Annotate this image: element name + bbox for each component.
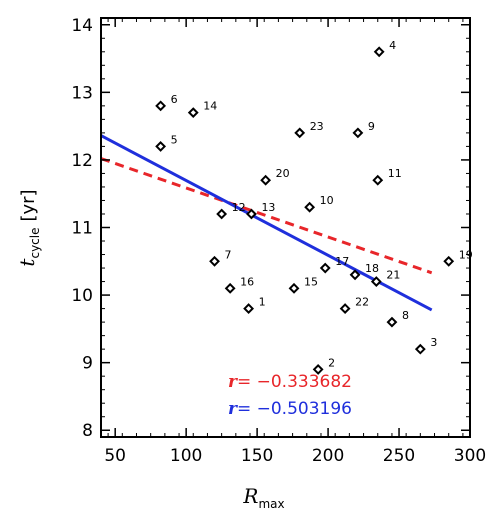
data-point-21	[370, 276, 382, 287]
y-axis-title-unit: [yr]	[18, 189, 39, 221]
x-axis-title-main: R	[242, 484, 258, 508]
data-point-label-3: 3	[430, 336, 437, 349]
data-point-label-16: 16	[240, 275, 254, 288]
y-tick-label: 14	[71, 16, 93, 36]
data-point-label-9: 9	[368, 120, 375, 133]
annotation-blue-value: = −0.503196	[237, 399, 352, 419]
data-point-12	[216, 208, 228, 220]
data-point-label-11: 11	[388, 167, 402, 180]
fit-lines	[100, 134, 433, 312]
data-point-11	[372, 174, 384, 186]
data-point-9	[352, 127, 364, 139]
data-point-14	[187, 107, 199, 119]
annotation-blue: r= −0.503196	[228, 399, 352, 419]
y-tick-label: 12	[71, 151, 93, 171]
data-point-label-20: 20	[276, 167, 290, 180]
data-point-3	[414, 343, 426, 355]
y-tick-label: 11	[71, 219, 93, 239]
data-point-6	[155, 100, 167, 112]
data-point-label-5: 5	[171, 133, 178, 146]
data-point-18	[349, 269, 361, 281]
data-point-23	[294, 127, 306, 139]
data-point-label-1: 1	[259, 296, 266, 309]
data-point-label-23: 23	[310, 120, 324, 133]
data-point-8	[386, 316, 398, 328]
annotation-red: r= −0.333682	[228, 372, 352, 392]
data-point-label-13: 13	[261, 201, 275, 214]
annotation-red-r: r	[228, 372, 238, 392]
x-axis-title-sub: max	[258, 497, 284, 511]
data-point-10	[304, 201, 316, 213]
y-tick-label: 10	[71, 286, 93, 306]
data-point-label-10: 10	[320, 194, 334, 207]
data-point-label-8: 8	[402, 309, 409, 322]
data-point-label-2: 2	[328, 356, 335, 369]
fit-line-2	[100, 134, 433, 312]
data-point-15	[288, 282, 300, 294]
y-axis-title-sub: cycle	[28, 228, 42, 259]
data-point-label-18: 18	[365, 262, 379, 275]
y-tick-label: 8	[82, 421, 93, 441]
x-tick-label: 50	[104, 446, 126, 466]
data-point-label-6: 6	[171, 93, 178, 106]
data-point-label-7: 7	[225, 248, 232, 261]
x-tick-label: 250	[383, 446, 415, 466]
data-point-7	[209, 255, 220, 267]
data-points	[155, 46, 455, 375]
y-axis-title: tcycle [yr]	[15, 189, 42, 266]
data-point-17	[319, 262, 331, 274]
y-axis-title-main: t	[15, 258, 39, 267]
x-tick-label: 150	[241, 446, 273, 466]
x-tick-label: 300	[454, 446, 486, 466]
data-point-label-15: 15	[304, 275, 318, 288]
annotation-red-value: = −0.333682	[237, 372, 352, 392]
annotation-blue-r: r	[228, 399, 238, 419]
data-point-19	[443, 255, 455, 267]
y-tick-label: 13	[71, 83, 93, 103]
data-point-4	[373, 46, 385, 58]
data-point-label-17: 17	[335, 255, 349, 268]
data-point-20	[260, 174, 272, 186]
y-tick-label: 9	[82, 354, 93, 374]
data-point-label-14: 14	[203, 100, 217, 113]
data-point-2	[312, 364, 324, 375]
data-point-label-4: 4	[389, 39, 396, 52]
x-tick-label: 100	[170, 446, 202, 466]
data-point-22	[339, 303, 351, 315]
data-point-label-21: 21	[386, 269, 400, 282]
x-tick-label: 200	[312, 446, 344, 466]
data-point-label-12: 12	[232, 201, 246, 214]
data-point-5	[155, 140, 167, 152]
x-axis-title: Rmax	[242, 484, 284, 511]
data-point-label-22: 22	[355, 296, 369, 309]
data-point-1	[243, 303, 255, 315]
data-point-16	[224, 282, 236, 294]
data-point-13	[246, 208, 257, 220]
fit-line-1	[100, 157, 433, 275]
plot-frame	[100, 17, 471, 438]
